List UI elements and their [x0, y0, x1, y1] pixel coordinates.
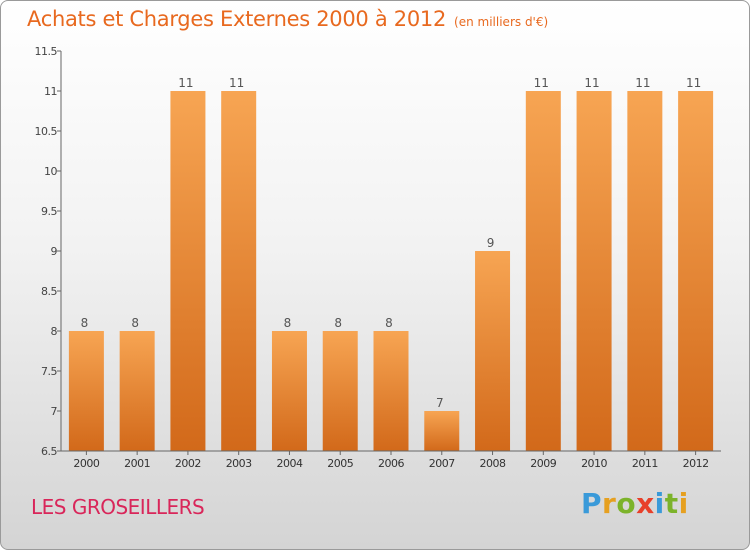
y-tick-label: 8.5	[41, 285, 57, 298]
x-tick-label: 2000	[73, 457, 99, 470]
y-tick-label: 9.5	[41, 205, 57, 218]
x-tick-label: 2003	[226, 457, 252, 470]
bar-value-label: 11	[178, 76, 193, 90]
x-tick-label: 2008	[480, 457, 506, 470]
bar-2000	[68, 331, 104, 451]
y-tick-label: 7.5	[41, 365, 57, 378]
bar-value-label: 7	[436, 396, 444, 410]
bar-2006	[373, 331, 409, 451]
y-tick-label: 11	[44, 85, 57, 98]
x-tick-label: 2011	[632, 457, 658, 470]
y-tick-label: 9	[51, 245, 58, 258]
bar-2007	[424, 411, 460, 451]
bar-2008	[475, 251, 511, 451]
chart-title-text: Achats et Charges Externes 2000 à 2012	[27, 7, 447, 31]
y-tick-label: 6.5	[41, 445, 57, 458]
bar-2002	[170, 91, 206, 451]
location-label: LES GROSEILLERS	[31, 495, 205, 519]
bar-2012	[678, 91, 714, 451]
y-tick-label: 10.5	[35, 125, 58, 138]
bar-value-label: 11	[229, 76, 244, 90]
y-tick-label: 7	[51, 405, 58, 418]
bar-2003	[221, 91, 257, 451]
y-tick-label: 11.5	[35, 45, 58, 58]
logo-letter: i	[654, 487, 665, 520]
chart-subtitle: (en milliers d'€)	[454, 15, 549, 29]
bar-2009	[525, 91, 561, 451]
y-tick-label: 8	[51, 325, 58, 338]
bar-2001	[119, 331, 155, 451]
logo-letter: r	[602, 487, 617, 520]
bar-2010	[576, 91, 612, 451]
chart-title: Achats et Charges Externes 2000 à 2012 (e…	[27, 7, 548, 31]
logo-letter: o	[616, 487, 637, 520]
x-tick-label: 2001	[124, 457, 150, 470]
x-tick-label: 2009	[530, 457, 556, 470]
x-tick-label: 2006	[378, 457, 404, 470]
logo-letter: x	[636, 487, 655, 520]
proxiti-logo[interactable]: Proxiti	[581, 487, 689, 520]
bar-value-label: 11	[686, 76, 701, 90]
bar-value-label: 11	[584, 76, 599, 90]
logo-letter: i	[678, 487, 689, 520]
bar-value-label: 8	[334, 316, 342, 330]
bar-value-label: 8	[81, 316, 89, 330]
bar-value-label: 9	[487, 236, 495, 250]
bar-2004	[271, 331, 307, 451]
x-tick-label: 2002	[175, 457, 201, 470]
logo-letter: P	[581, 487, 603, 520]
x-tick-label: 2004	[276, 457, 302, 470]
bar-value-label: 11	[534, 76, 549, 90]
bar-2011	[627, 91, 663, 451]
logo-letter: t	[664, 487, 679, 520]
x-tick-label: 2010	[581, 457, 607, 470]
bar-2005	[322, 331, 358, 451]
x-tick-label: 2005	[327, 457, 353, 470]
x-tick-label: 2012	[683, 457, 709, 470]
bar-value-label: 11	[635, 76, 650, 90]
bar-value-label: 8	[385, 316, 393, 330]
bar-value-label: 8	[131, 316, 139, 330]
x-tick-label: 2007	[429, 457, 455, 470]
y-tick-label: 10	[44, 165, 57, 178]
bar-value-label: 8	[284, 316, 292, 330]
